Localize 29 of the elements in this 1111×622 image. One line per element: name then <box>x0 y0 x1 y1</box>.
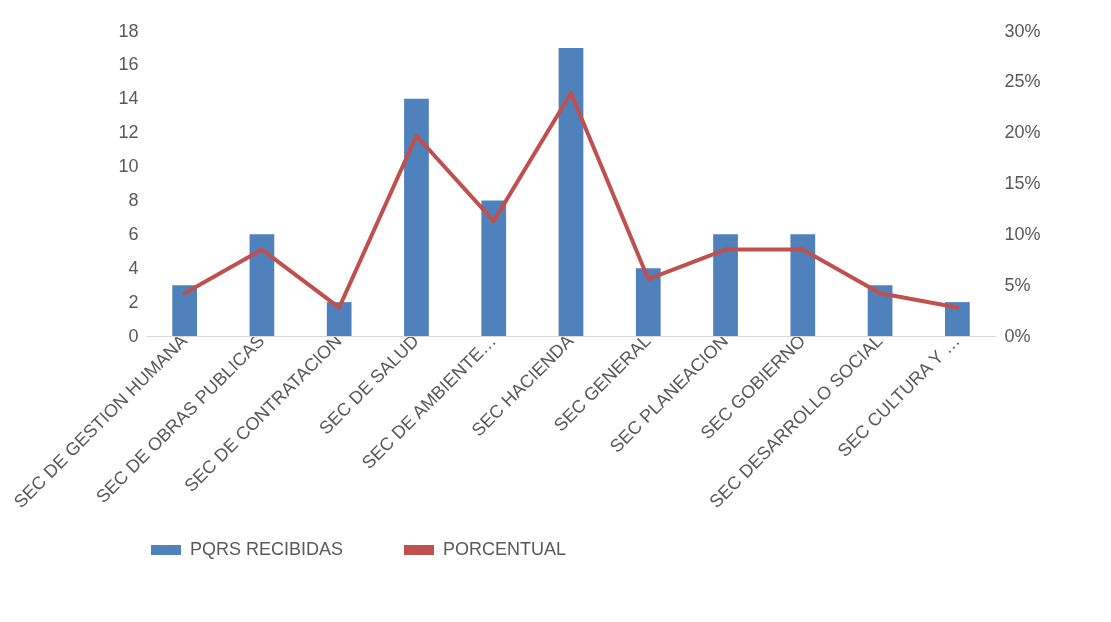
legend-label: PORCENTUAL <box>443 539 567 559</box>
bar <box>945 302 970 336</box>
y2-tick-label: 20% <box>1004 122 1041 143</box>
legend-label: PQRS RECIBIDAS <box>190 539 344 559</box>
y-tick-label: 4 <box>128 257 139 278</box>
y2-tick-label: 25% <box>1004 71 1041 92</box>
line-series <box>182 91 960 310</box>
y-tick-label: 2 <box>128 291 139 312</box>
y-tick-label: 10 <box>118 156 139 177</box>
bar <box>558 47 584 336</box>
bar <box>326 302 352 336</box>
y2-tick-label: 15% <box>1004 173 1041 193</box>
y2-tick-label: 0% <box>1004 325 1031 346</box>
bar <box>172 285 197 336</box>
y-tick-label: 6 <box>128 223 139 244</box>
bar <box>790 234 816 336</box>
y-tick-label: 14 <box>118 88 139 109</box>
y-tick-label: 16 <box>118 54 139 75</box>
y-tick-label: 18 <box>118 20 139 41</box>
y2-tick-label: 5% <box>1004 274 1031 295</box>
y-tick-label: 12 <box>118 122 139 143</box>
y2-tick-label: 10% <box>1004 223 1041 244</box>
bar <box>481 200 507 336</box>
bar <box>249 234 275 336</box>
bar <box>713 234 738 336</box>
bar <box>404 98 429 336</box>
y-tick-label: 8 <box>128 189 139 210</box>
y2-tick-label: 30% <box>1004 20 1041 41</box>
bar <box>635 268 661 336</box>
